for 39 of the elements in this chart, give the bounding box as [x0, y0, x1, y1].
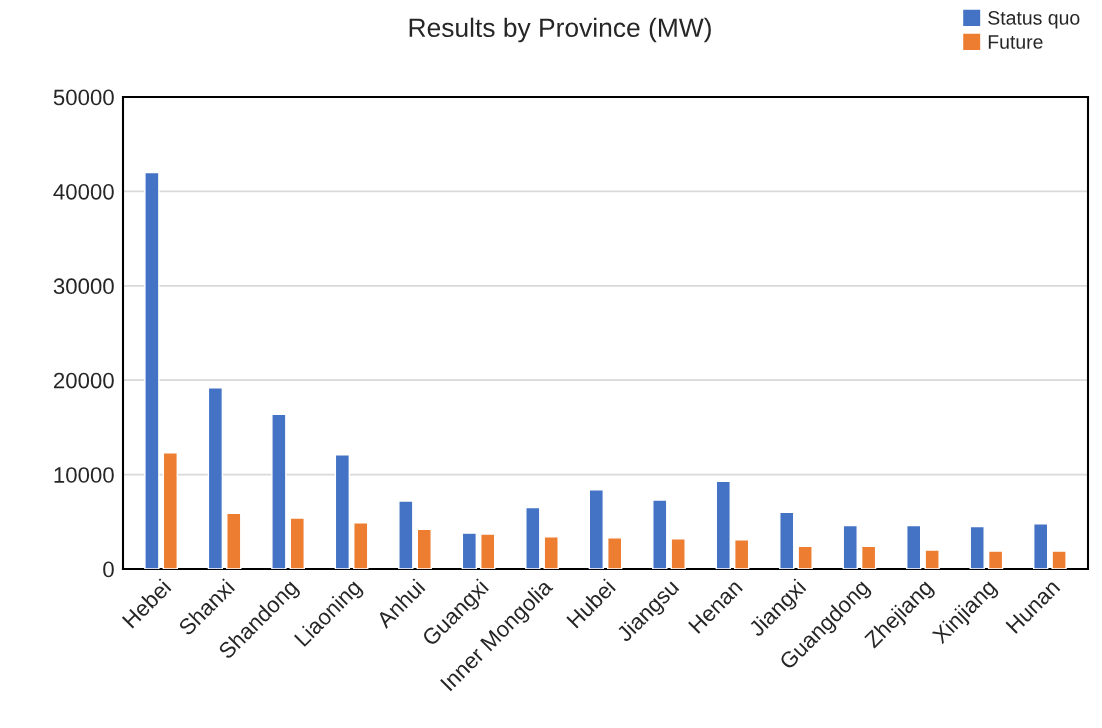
bar [924, 549, 940, 569]
chart-title: Results by Province (MW) [409, 17, 711, 43]
y-tick-label: 10000 [54, 467, 114, 483]
legend-label: Future [988, 35, 1043, 49]
bar [334, 454, 351, 569]
bar [779, 511, 795, 569]
bar [607, 537, 623, 569]
bar [715, 480, 731, 569]
bar [289, 517, 305, 569]
bar [906, 524, 922, 569]
bar [543, 536, 559, 569]
bar [144, 171, 160, 569]
bar [860, 545, 877, 569]
bar [1051, 550, 1067, 569]
y-tick-label: 20000 [54, 372, 114, 389]
bar [652, 499, 668, 569]
bar [987, 550, 1004, 569]
y-tick-label: 0 [103, 561, 114, 578]
bar [480, 533, 496, 569]
bar [525, 506, 541, 569]
bar [162, 452, 178, 569]
bar [271, 413, 287, 569]
legend-label: Status quo [988, 10, 1080, 29]
bar [734, 539, 750, 569]
bar [969, 525, 985, 569]
bar [842, 524, 858, 569]
bar [461, 532, 477, 569]
bar [670, 538, 686, 569]
bar [588, 489, 604, 569]
bar [207, 387, 224, 569]
bar [797, 545, 813, 569]
bar [226, 512, 242, 569]
bar [398, 500, 414, 569]
y-tick-label: 30000 [53, 278, 114, 295]
bar [1033, 522, 1049, 569]
bar [416, 528, 432, 569]
y-tick-label: 40000 [53, 183, 114, 200]
bar [353, 522, 369, 569]
y-tick-label: 50000 [53, 89, 114, 106]
